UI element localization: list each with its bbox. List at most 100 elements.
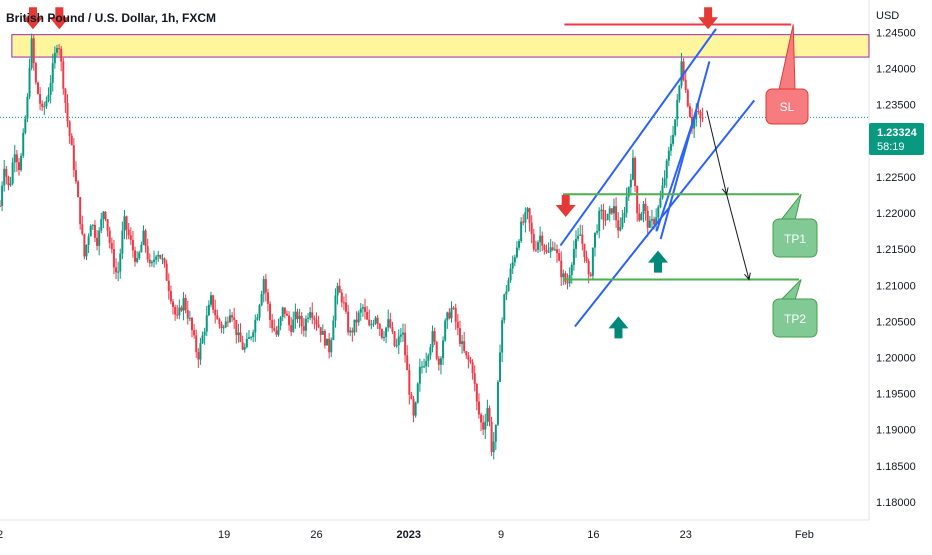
candle-body: [104, 211, 107, 220]
candle-body: [423, 366, 426, 368]
down-arrow-marker[interactable]: [555, 195, 576, 217]
candle-body: [340, 292, 343, 303]
candle-body: [159, 254, 162, 259]
wedge-upper-line[interactable]: [659, 61, 711, 240]
candle-body: [505, 291, 508, 295]
price-tick-label: 1.18500: [876, 461, 916, 473]
candle-body: [644, 203, 647, 211]
candle-body: [300, 315, 303, 327]
resistance-zone[interactable]: [11, 34, 870, 58]
candle-body: [214, 309, 217, 316]
candle-body: [513, 257, 516, 263]
candle-body: [288, 315, 291, 326]
candle-body: [199, 343, 202, 360]
candle-body: [492, 441, 495, 453]
up-arrow-marker[interactable]: [648, 250, 669, 273]
candle-body: [20, 155, 23, 171]
candle-body: [74, 170, 77, 182]
candle-body: [180, 307, 183, 311]
candle-body: [661, 185, 664, 199]
candle-body: [68, 121, 71, 136]
candle-body: [518, 241, 521, 248]
candle-body: [243, 347, 246, 350]
candle-body: [45, 100, 48, 107]
candle-body: [414, 402, 417, 416]
currency-label: USD: [876, 10, 899, 22]
candle-body: [258, 305, 261, 318]
tp2-label: TP2: [784, 312, 806, 326]
candle-body: [172, 301, 175, 308]
candle-body: [678, 85, 681, 100]
up-arrow-marker[interactable]: [608, 316, 629, 339]
candle-body: [220, 323, 223, 328]
candle-body: [480, 414, 483, 423]
candle-body: [201, 335, 204, 344]
candle-body: [598, 210, 601, 231]
candle-body: [577, 235, 580, 239]
upper-channel-line[interactable]: [559, 28, 717, 247]
candle-body: [290, 325, 293, 332]
down-arrow-marker[interactable]: [49, 7, 70, 30]
candle-body: [332, 320, 335, 340]
tp2-callout-box: [772, 298, 818, 338]
candle-body: [410, 394, 413, 399]
candle-body: [623, 212, 626, 218]
candle-body: [319, 327, 322, 335]
tp1-callout[interactable]: TP1: [772, 193, 818, 258]
bar-countdown: 58:19: [877, 141, 905, 153]
price-tick-label: 1.24000: [876, 64, 916, 76]
lower-channel-line[interactable]: [574, 99, 756, 328]
candle-body: [247, 337, 250, 339]
candle-body: [397, 336, 400, 346]
time-tick-label: 9: [498, 529, 504, 541]
candle-body: [330, 339, 333, 353]
tp2-callout[interactable]: TP2: [772, 279, 818, 338]
candle-body: [364, 307, 367, 312]
candle-body: [112, 249, 115, 268]
candle-body: [389, 319, 392, 328]
candle-body: [188, 318, 191, 320]
candle-body: [102, 211, 105, 220]
current-price-value: 1.23324: [877, 127, 918, 139]
candle-body: [7, 176, 10, 186]
candle-body: [212, 295, 215, 310]
candle-body: [600, 209, 603, 211]
down-arrow-marker[interactable]: [698, 7, 719, 30]
candle-body: [345, 302, 348, 312]
sl-callout-box: [765, 88, 809, 125]
candle-body: [273, 328, 276, 331]
candle-body: [174, 307, 177, 315]
candle-body: [197, 352, 200, 360]
candle-body: [294, 311, 297, 320]
candle-body: [254, 319, 257, 333]
sl-callout[interactable]: SL: [765, 24, 809, 125]
projection-arrow-2[interactable]: [726, 194, 750, 280]
candle-body: [15, 154, 18, 163]
price-tick-label: 1.19000: [876, 425, 916, 437]
time-axis[interactable]: 2 19 26 2023 9 16 23 Feb: [0, 529, 814, 541]
candle-body: [619, 226, 622, 231]
candle-body: [634, 157, 637, 187]
projection-arrow-1[interactable]: [706, 110, 728, 195]
candle-body: [127, 229, 130, 236]
candle-body: [693, 119, 696, 129]
candle-body: [385, 327, 388, 338]
candle-body: [439, 358, 442, 365]
candle-body: [178, 307, 181, 316]
candle-body: [587, 260, 590, 275]
candle-body: [157, 254, 160, 257]
candle-body: [625, 196, 628, 213]
candle-body: [41, 103, 44, 107]
candle-body: [553, 249, 556, 251]
down-arrow-marker[interactable]: [22, 7, 43, 30]
candle-body: [262, 279, 265, 295]
candle-body: [307, 317, 310, 319]
wedge-lower-line[interactable]: [655, 115, 696, 232]
candle-body: [28, 67, 31, 97]
time-tick-label: 2: [0, 529, 3, 541]
candle-body: [235, 319, 238, 336]
candle-body: [530, 222, 533, 235]
candle-body: [408, 370, 411, 395]
